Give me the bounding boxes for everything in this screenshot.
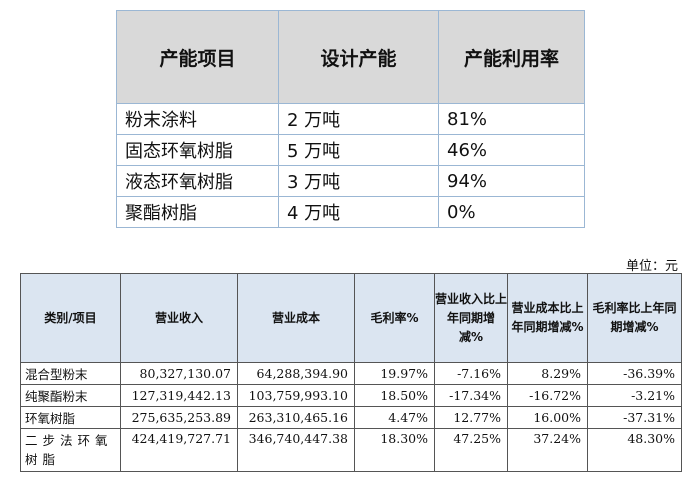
header-cost: 营业成本 bbox=[237, 273, 355, 363]
cost: 346,740,447.38 bbox=[237, 428, 355, 472]
table-row: 固态环氧树脂 5 万吨 46% bbox=[116, 134, 585, 166]
design-capacity: 3 万吨 bbox=[278, 165, 439, 197]
revenue-change: 47.25% bbox=[434, 428, 508, 472]
margin-change: 48.30% bbox=[587, 428, 682, 472]
category-name: 纯聚酯粉末 bbox=[20, 384, 121, 407]
product-name: 液态环氧树脂 bbox=[116, 165, 279, 197]
revenue-change: -17.34% bbox=[434, 384, 508, 407]
gross-margin: 18.30% bbox=[354, 428, 435, 472]
capacity-header-row: 产能项目 设计产能 产能利用率 bbox=[116, 10, 585, 104]
header-gross-margin: 毛利率% bbox=[354, 273, 435, 363]
product-name: 聚酯树脂 bbox=[116, 196, 279, 228]
cost-change: 37.24% bbox=[507, 428, 588, 472]
capacity-table: 产能项目 设计产能 产能利用率 粉末涂料 2 万吨 81% 固态环氧树脂 5 万… bbox=[116, 10, 585, 228]
revenue-change: -7.16% bbox=[434, 362, 508, 385]
revenue: 127,319,442.13 bbox=[120, 384, 238, 407]
revenue: 80,327,130.07 bbox=[120, 362, 238, 385]
cost: 263,310,465.16 bbox=[237, 406, 355, 429]
design-capacity: 4 万吨 bbox=[278, 196, 439, 228]
utilization-rate: 94% bbox=[438, 165, 585, 197]
design-capacity: 2 万吨 bbox=[278, 103, 439, 135]
margin-change: -3.21% bbox=[587, 384, 682, 407]
margin-change: -37.31% bbox=[587, 406, 682, 429]
category-name: 混合型粉末 bbox=[20, 362, 121, 385]
cost-change: 8.29% bbox=[507, 362, 588, 385]
table-row: 混合型粉末 80,327,130.07 64,288,394.90 19.97%… bbox=[20, 362, 682, 385]
table-row: 粉末涂料 2 万吨 81% bbox=[116, 103, 585, 135]
revenue: 275,635,253.89 bbox=[120, 406, 238, 429]
header-revenue-change: 营业收入比上年同期增减% bbox=[434, 273, 508, 363]
margin-change: -36.39% bbox=[587, 362, 682, 385]
header-category: 类别/项目 bbox=[20, 273, 121, 363]
financial-table: 类别/项目 营业收入 营业成本 毛利率% 营业收入比上年同期增减% 营业成本比上… bbox=[20, 273, 682, 472]
gross-margin: 19.97% bbox=[354, 362, 435, 385]
table-row: 二步法环氧树脂 424,419,727.71 346,740,447.38 18… bbox=[20, 428, 682, 472]
product-name: 粉末涂料 bbox=[116, 103, 279, 135]
unit-label: 单位：元 bbox=[625, 259, 678, 274]
gross-margin: 18.50% bbox=[354, 384, 435, 407]
header-design-capacity: 设计产能 bbox=[278, 10, 439, 104]
header-margin-change: 毛利率比上年同期增减% bbox=[587, 273, 682, 363]
header-revenue: 营业收入 bbox=[120, 273, 238, 363]
revenue-change: 12.77% bbox=[434, 406, 508, 429]
table-row: 环氧树脂 275,635,253.89 263,310,465.16 4.47%… bbox=[20, 406, 682, 429]
cost: 103,759,993.10 bbox=[237, 384, 355, 407]
utilization-rate: 0% bbox=[438, 196, 585, 228]
cost-change: -16.72% bbox=[507, 384, 588, 407]
revenue: 424,419,727.71 bbox=[120, 428, 238, 472]
cost: 64,288,394.90 bbox=[237, 362, 355, 385]
header-cost-change: 营业成本比上年同期增减% bbox=[507, 273, 588, 363]
product-name: 固态环氧树脂 bbox=[116, 134, 279, 166]
header-utilization: 产能利用率 bbox=[438, 10, 585, 104]
table-row: 聚酯树脂 4 万吨 0% bbox=[116, 196, 585, 228]
utilization-rate: 81% bbox=[438, 103, 585, 135]
category-name: 二步法环氧树脂 bbox=[20, 428, 121, 472]
table-row: 纯聚酯粉末 127,319,442.13 103,759,993.10 18.5… bbox=[20, 384, 682, 407]
design-capacity: 5 万吨 bbox=[278, 134, 439, 166]
gross-margin: 4.47% bbox=[354, 406, 435, 429]
cost-change: 16.00% bbox=[507, 406, 588, 429]
financial-header-row: 类别/项目 营业收入 营业成本 毛利率% 营业收入比上年同期增减% 营业成本比上… bbox=[20, 273, 682, 363]
header-capacity-item: 产能项目 bbox=[116, 10, 279, 104]
utilization-rate: 46% bbox=[438, 134, 585, 166]
table-row: 液态环氧树脂 3 万吨 94% bbox=[116, 165, 585, 197]
category-name: 环氧树脂 bbox=[20, 406, 121, 429]
